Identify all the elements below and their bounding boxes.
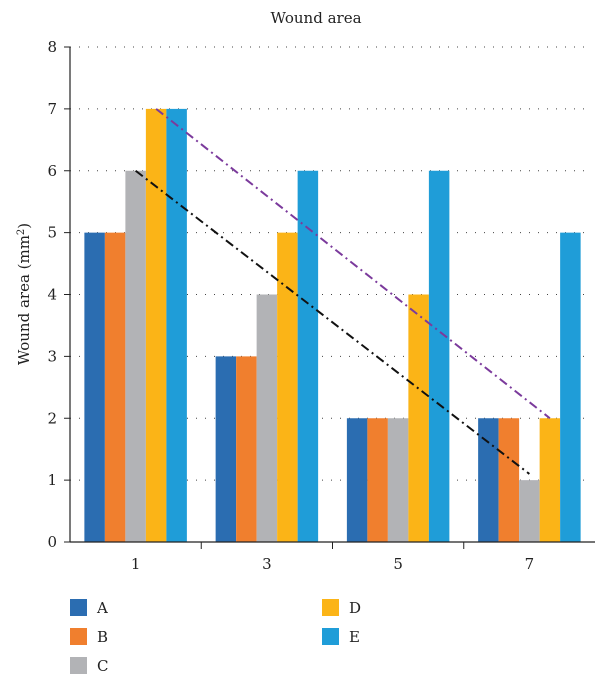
y-tick-label: 8 [47, 38, 57, 56]
bar-d-1 [145, 108, 167, 543]
bar-e-5 [428, 170, 450, 542]
y-tick-label: 4 [47, 286, 57, 304]
x-tick-label: 7 [525, 555, 535, 573]
trendline-2 [155, 108, 551, 420]
bar-e-7 [560, 232, 581, 543]
legend-label: C [97, 657, 108, 675]
chart-title: Wound area [270, 9, 361, 27]
x-tick-label: 1 [131, 555, 141, 573]
bar-e-3 [297, 170, 319, 542]
y-tick-label: 7 [47, 100, 57, 118]
y-tick-label: 2 [47, 409, 57, 427]
trendline-1 [135, 169, 530, 475]
bar-c-1 [125, 170, 146, 542]
legend-swatch [70, 657, 87, 674]
y-axis-title-text: Wound area (mm2) [15, 223, 33, 365]
legend-item-d: D [322, 599, 361, 617]
x-tick-label: 3 [262, 555, 272, 573]
bar-a-3 [215, 356, 237, 543]
legend-label: B [97, 628, 108, 646]
legend-swatch [322, 599, 339, 616]
bar-b-7 [498, 418, 520, 542]
y-axis-title: Wound area (mm2) [15, 223, 33, 365]
trendlines [135, 108, 551, 475]
legend-item-b: B [70, 628, 108, 646]
y-tick-label: 0 [47, 533, 57, 551]
bar-d-5 [408, 294, 429, 542]
bar-c-7 [519, 480, 540, 543]
bar-c-3 [256, 294, 278, 542]
bar-a-5 [346, 418, 368, 542]
legend-swatch [70, 599, 87, 616]
axes: 0 1 2 3 4 5 6 7 8 1 3 5 7 [47, 38, 595, 573]
bar-b-3 [236, 356, 257, 543]
bars [84, 108, 581, 543]
legend-label: E [349, 628, 360, 646]
bar-b-1 [104, 232, 126, 543]
legend: ABC DE [70, 599, 361, 675]
legend-label: A [96, 599, 108, 617]
legend-item-a: A [70, 599, 108, 617]
y-axis-title-sup: 2 [16, 229, 27, 235]
bar-a-1 [84, 232, 105, 543]
legend-item-c: C [70, 657, 108, 675]
legend-swatch [70, 628, 87, 645]
legend-item-e: E [322, 628, 360, 646]
legend-swatch [322, 628, 339, 645]
bar-d-7 [539, 418, 561, 542]
bar-a-7 [478, 418, 499, 542]
legend-label: D [349, 599, 361, 617]
bar-b-5 [367, 418, 388, 542]
y-tick-label: 1 [47, 471, 57, 489]
bar-c-5 [387, 418, 409, 542]
y-tick-label: 6 [47, 162, 57, 180]
y-tick-label: 5 [47, 224, 57, 242]
x-tick-label: 5 [393, 555, 403, 573]
y-tick-label: 3 [47, 347, 57, 365]
bar-d-3 [277, 232, 298, 543]
bar-e-1 [166, 108, 187, 543]
